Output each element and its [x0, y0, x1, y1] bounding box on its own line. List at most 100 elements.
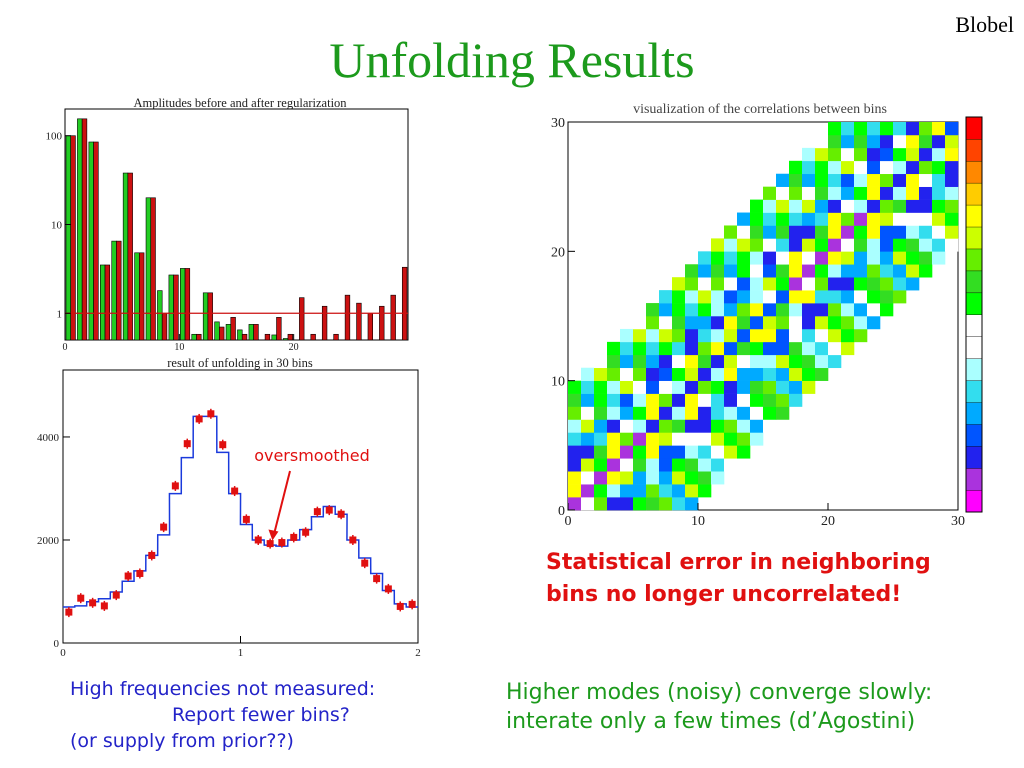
heatmap-cell — [763, 393, 777, 407]
annotation-arrow-head — [268, 529, 279, 541]
heatmap-cell — [672, 419, 686, 433]
caption-left-line2: Report fewer bins? — [172, 704, 350, 726]
amplitudes-frame — [64, 108, 409, 341]
heatmap-cell — [867, 122, 881, 136]
heatmap-cell — [815, 147, 829, 162]
heatmap-cell — [763, 277, 777, 291]
heatmap-cell — [880, 277, 894, 291]
heatmap-cell — [841, 341, 855, 356]
heatmap-cell — [737, 316, 751, 330]
heatmap-cell — [581, 393, 595, 407]
heatmap-cell — [776, 354, 790, 369]
data-point — [325, 506, 333, 514]
heatmap-cell — [698, 354, 712, 369]
heatmap-cell — [750, 328, 764, 343]
heatmap-cell — [698, 484, 712, 498]
heatmap-cell — [763, 186, 777, 200]
heatmap-cell — [620, 471, 634, 485]
data-point — [408, 600, 416, 608]
heatmap-cell — [906, 134, 920, 149]
heatmap-cell — [880, 147, 894, 162]
heatmap-cell — [945, 122, 959, 136]
heatmap-cell — [724, 445, 738, 459]
amplitude-bar — [70, 135, 76, 341]
heatmap-cell — [633, 497, 647, 511]
data-point — [207, 410, 215, 418]
heatmap-cell — [828, 277, 842, 291]
colorbar-segment — [965, 182, 983, 206]
heatmap-cell — [711, 367, 725, 381]
heatmap-cell — [854, 277, 868, 291]
amplitude-bar — [264, 333, 271, 341]
amplitude-bar — [150, 197, 156, 341]
data-point — [396, 602, 404, 610]
data-point — [266, 540, 274, 548]
amplitude-bar — [367, 312, 374, 341]
heatmap-cell — [867, 160, 881, 175]
heatmap-cell — [841, 238, 855, 252]
heatmap-cell — [906, 199, 920, 213]
data-point — [278, 539, 286, 547]
heatmap-cell — [893, 225, 907, 239]
amplitude-bar — [225, 324, 232, 341]
heatmap-cell — [607, 393, 621, 407]
heatmap-cell — [893, 212, 907, 226]
heatmap-cell — [724, 225, 738, 239]
heatmap-cell — [919, 122, 933, 136]
heatmap-cell — [646, 445, 660, 459]
heatmap-cell — [906, 264, 920, 278]
heatmap-cell — [789, 225, 803, 239]
heatmap-cell — [841, 199, 855, 213]
amplitude-bar — [237, 329, 243, 341]
heatmap-cell — [594, 458, 608, 472]
x-tick-label: 30 — [951, 514, 965, 529]
heatmap-cell — [906, 160, 920, 175]
heatmap-cell — [737, 419, 751, 433]
data-point — [148, 551, 156, 559]
heatmap-cell — [945, 160, 959, 175]
heatmap-cell — [880, 199, 894, 213]
heatmap-cell — [607, 471, 621, 485]
heatmap-cell — [841, 316, 855, 330]
heatmap-cell — [789, 238, 803, 252]
heatmap-cell — [802, 290, 816, 304]
heatmap-cell — [607, 406, 621, 420]
heatmap-cell — [672, 380, 686, 394]
colorbar-frame — [965, 116, 983, 513]
heatmap-cell — [646, 393, 660, 407]
heatmap-cell — [854, 303, 868, 317]
heatmap-cell — [620, 484, 634, 498]
heatmap-cell — [802, 186, 816, 200]
heatmap-cell — [633, 471, 647, 485]
heatmap-cell — [815, 354, 829, 369]
heatmap-cell — [815, 328, 829, 343]
heatmap-cell — [880, 251, 894, 265]
heatmap-cell — [750, 393, 764, 407]
heatmap-cell — [737, 367, 751, 381]
heatmap-cell — [906, 173, 920, 187]
heatmap-cell — [568, 406, 582, 420]
heatmap-cell — [750, 264, 764, 278]
caption-right-line1: Higher modes (noisy) converge slowly: — [506, 680, 933, 705]
heatmap-cell — [932, 225, 946, 239]
heatmap-cell — [893, 160, 907, 175]
heatmap-cell — [763, 341, 777, 356]
heatmap-cell — [828, 225, 842, 239]
heatmap-cell — [867, 303, 881, 317]
amplitudes-chart: Amplitudes before and after regularizati… — [46, 96, 409, 353]
heatmap-cell — [698, 290, 712, 304]
heatmap-cell — [802, 367, 816, 381]
heatmap-cell — [802, 264, 816, 278]
heatmap-cell — [633, 354, 647, 369]
heatmap-cell — [828, 160, 842, 175]
heatmap-cell — [945, 212, 959, 226]
heatmap-cell — [932, 160, 946, 175]
heatmap-cell — [828, 328, 842, 343]
heatmap-cell — [724, 277, 738, 291]
amplitude-bar — [65, 135, 72, 341]
heatmap-cell — [802, 199, 816, 213]
heatmap-cell — [646, 380, 660, 394]
heatmap-cell — [776, 341, 790, 356]
heatmap-cell — [854, 122, 868, 136]
heatmap-cell — [932, 173, 946, 187]
